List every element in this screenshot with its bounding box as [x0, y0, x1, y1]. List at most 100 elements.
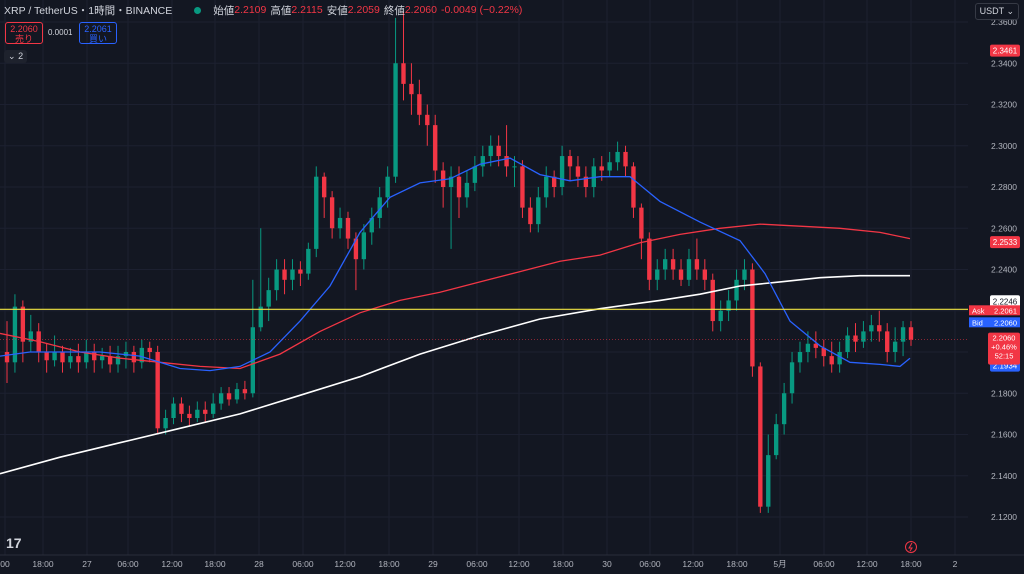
bar-countdown: 52:15	[995, 352, 1014, 361]
candle-body	[44, 352, 49, 361]
candle-body	[329, 197, 335, 229]
candle-body	[4, 352, 10, 363]
symbol-title[interactable]: XRP / TetherUS・1時間・BINANCE	[4, 4, 173, 17]
candle-body	[599, 166, 604, 171]
candle-body	[670, 259, 676, 270]
tradingview-logo-icon[interactable]: 17	[6, 535, 22, 551]
time-tick-label: 06:00	[292, 559, 314, 569]
time-tick-label: 5月	[773, 559, 786, 569]
currency-label: USDT	[979, 6, 1004, 16]
candle-body	[789, 362, 795, 394]
price-label-text: 2.2246	[993, 297, 1018, 306]
sell-button[interactable]: 2.2060 売り	[5, 22, 43, 44]
candle-body	[504, 156, 509, 167]
low-value: 2.2059	[347, 4, 380, 16]
candle-body	[84, 352, 89, 363]
close-value: 2.2060	[404, 4, 437, 16]
candle-body	[433, 125, 438, 171]
candle-body	[139, 347, 144, 363]
candle-body	[805, 343, 811, 352]
candle-body	[686, 259, 692, 280]
candle-body	[322, 176, 327, 198]
candle-body	[472, 166, 478, 183]
lightning-icon[interactable]	[905, 541, 917, 553]
candle-body	[345, 217, 351, 239]
candle-body	[892, 341, 898, 352]
candle-body	[337, 217, 343, 229]
low-label: 安値	[326, 4, 348, 17]
time-tick-label: 18:00	[726, 559, 748, 569]
candle-body	[234, 389, 240, 400]
time-tick-label: 12:00	[161, 559, 183, 569]
price-axis[interactable]	[968, 0, 1024, 555]
moving-average-red	[0, 223, 911, 370]
sell-price: 2.2060	[10, 24, 38, 34]
price-label-box	[990, 44, 1020, 57]
candle-body	[20, 306, 26, 342]
candle-body	[147, 347, 152, 352]
time-tick-label: 06:00	[639, 559, 661, 569]
candle-body	[28, 331, 33, 342]
ask-value: 2.2061	[994, 306, 1017, 315]
candle-body	[718, 310, 723, 322]
candle-body	[551, 176, 557, 187]
open-label: 始値	[213, 4, 235, 17]
last-price-value: 2.2060	[993, 334, 1016, 343]
price-tick-label: 2.1200	[991, 512, 1017, 522]
last-price-change: +0.46%	[991, 343, 1017, 352]
candle-body	[496, 145, 501, 157]
candle-body	[306, 248, 311, 274]
time-tick-label: 12:00	[682, 559, 704, 569]
time-tick-label: 12:00	[856, 559, 878, 569]
time-tick-label: 18:00	[552, 559, 574, 569]
candle-body	[274, 269, 279, 291]
candle-body	[623, 151, 628, 167]
candle-body	[282, 269, 287, 280]
candle-body	[869, 325, 874, 332]
price-tick-label: 2.1800	[991, 388, 1017, 398]
time-tick-label: 18:00	[900, 559, 922, 569]
candle-body	[226, 393, 232, 400]
chart-header: XRP / TetherUS・1時間・BINANCE 始値 2.2109 高値 2.…	[0, 0, 522, 20]
candle-body	[12, 306, 18, 363]
time-tick-label: 18:00	[204, 559, 226, 569]
candle-body	[900, 327, 906, 342]
moving-average-white	[0, 274, 910, 475]
candle-body	[353, 238, 359, 260]
candle-body	[734, 279, 739, 301]
candle-body	[710, 279, 715, 322]
candle-body	[908, 327, 914, 340]
change-value: -0.0049 (−0.22%)	[440, 4, 523, 16]
market-status-dot	[194, 6, 202, 14]
candle-body	[68, 356, 73, 363]
candle-body	[694, 259, 700, 270]
candle-body	[567, 156, 573, 167]
candle-body	[821, 347, 826, 357]
high-value: 2.2115	[291, 4, 323, 16]
candle-body	[456, 176, 462, 198]
currency-selector[interactable]: USDT ⌄	[974, 3, 1019, 20]
candle-body	[647, 238, 652, 280]
time-tick-label: 18:00	[32, 559, 54, 569]
candle-body	[536, 197, 541, 225]
indicators-count: 2	[18, 51, 24, 61]
buy-button[interactable]: 2.2061 買い	[79, 22, 117, 44]
candle-body	[813, 343, 819, 348]
candle-body	[702, 269, 708, 280]
ask-label: Ask	[972, 306, 985, 315]
candle-body	[242, 389, 248, 394]
candle-body	[163, 418, 168, 429]
price-label-text: 2.2533	[993, 238, 1018, 247]
price-label-box	[990, 236, 1020, 249]
candle-body	[877, 325, 882, 332]
candle-body	[829, 356, 834, 365]
indicators-toggle-button[interactable]: ⌄ 2	[4, 50, 28, 63]
time-tick-label: 27	[82, 559, 92, 569]
chevron-down-icon: ⌄	[8, 51, 16, 61]
candle-body	[607, 162, 612, 171]
candle-body	[853, 335, 858, 342]
candle-body	[409, 83, 414, 95]
buy-price: 2.2061	[84, 24, 112, 34]
